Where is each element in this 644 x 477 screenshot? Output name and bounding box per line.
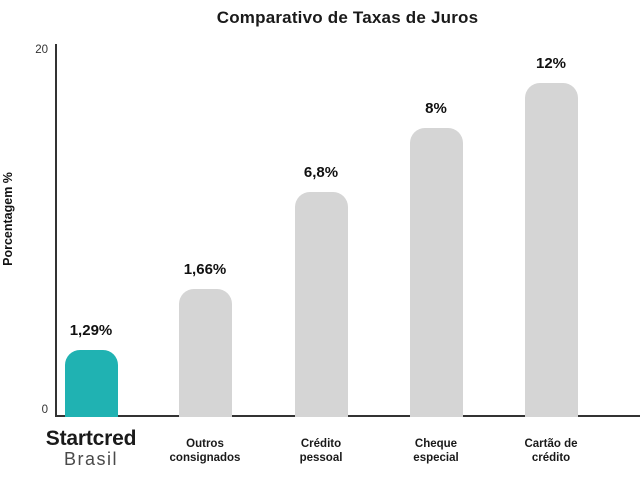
bar-category-label-4: Cartão de crédito	[524, 438, 578, 465]
bar-0	[64, 350, 118, 417]
bar-value-label-1: 1,66%	[183, 261, 227, 278]
bar-category-label-2: Crédito pessoal	[299, 438, 343, 465]
chart-title: Comparativo de Taxas de Juros	[216, 8, 479, 27]
logo-brand-name: Startcred	[45, 427, 137, 450]
y-axis-label: Porcentagem %	[1, 172, 15, 266]
bar-category-label-1: Outros consignados	[169, 438, 241, 465]
x-axis-line	[55, 415, 640, 417]
bar-1	[178, 289, 232, 417]
bar-3	[409, 128, 463, 417]
y-tick-20: 20	[35, 44, 48, 56]
startcred-logo: Startcred Brasil	[26, 427, 156, 470]
bar-4	[524, 83, 578, 417]
bar-value-label-4: 12%	[535, 55, 567, 72]
bar-value-label-0: 1,29%	[69, 322, 113, 339]
bar-value-label-3: 8%	[425, 100, 447, 117]
bar-category-label-3: Cheque especial	[413, 438, 459, 465]
y-axis-line	[55, 44, 57, 417]
logo-brand-country: Brasil	[63, 449, 118, 470]
y-tick-0: 0	[41, 404, 48, 416]
bar-2	[294, 192, 348, 417]
bar-value-label-2: 6,8%	[303, 164, 339, 181]
